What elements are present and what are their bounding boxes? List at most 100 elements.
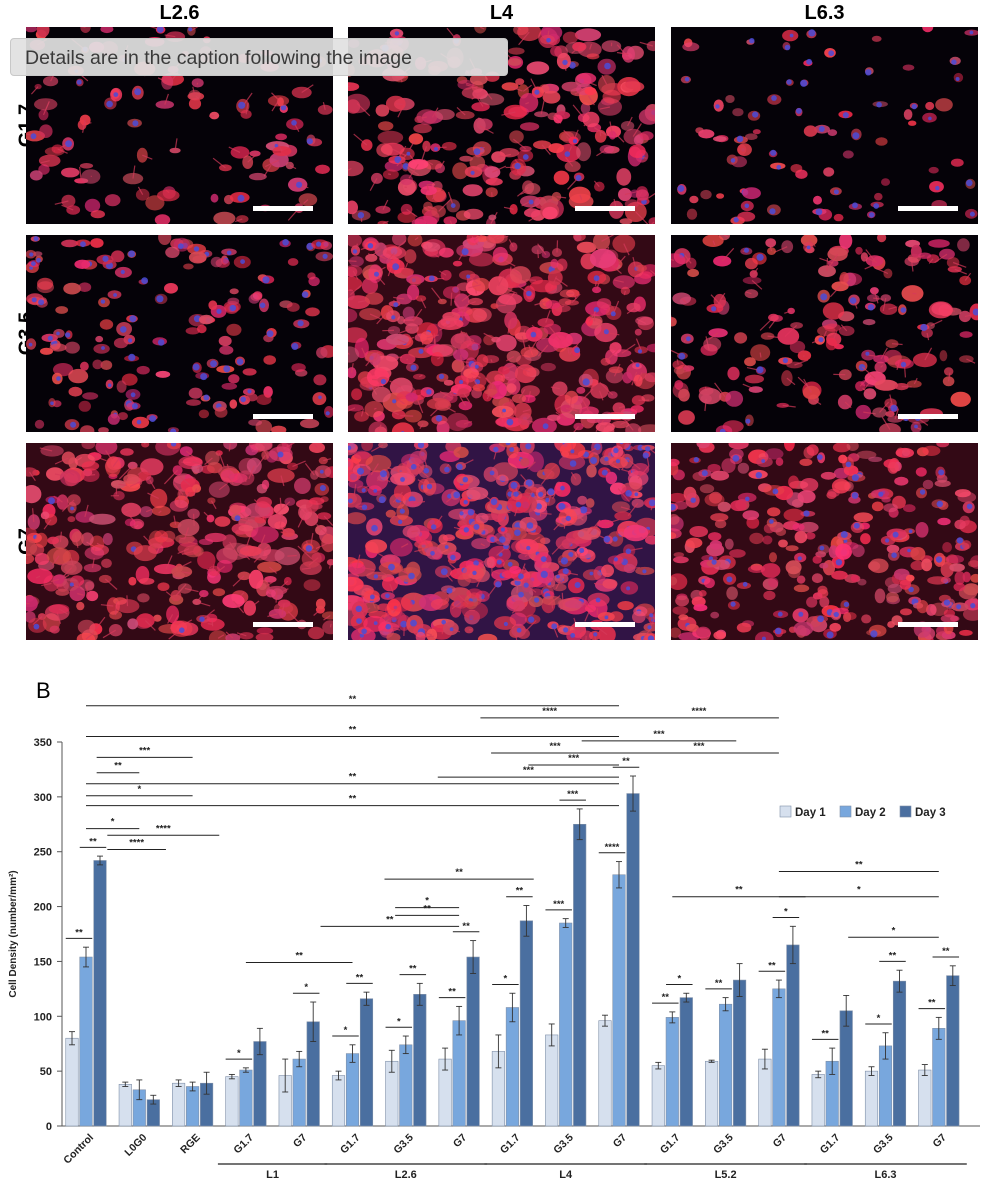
micrograph-G7-L6.3: [671, 443, 978, 640]
legend-label: Day 2: [855, 807, 886, 819]
x-tick-label: Control: [61, 1132, 96, 1167]
significance-label: **: [821, 1028, 829, 1039]
significance-label: *: [877, 1013, 881, 1024]
legend-swatch: [900, 806, 911, 817]
comparison-label: ***: [523, 765, 534, 776]
bar-day-3: [520, 921, 533, 1126]
comparison-label: **: [349, 772, 357, 783]
comparison-label: ****: [156, 823, 171, 834]
significance-label: **: [462, 921, 470, 932]
comparison-label: **: [735, 885, 743, 896]
x-tick-label: G7: [611, 1132, 630, 1151]
group-label: L5.2: [715, 1169, 737, 1180]
y-tick-label: 300: [34, 792, 52, 804]
x-tick-label: G1.7: [658, 1132, 683, 1157]
comparison-label: **: [386, 914, 394, 925]
x-tick-label: G3.5: [871, 1132, 896, 1157]
significance-label: *: [237, 1048, 241, 1059]
significance-label: **: [75, 927, 83, 938]
comparison-label: **: [349, 725, 357, 736]
comparison-label: ***: [693, 741, 704, 752]
significance-label: **: [409, 964, 417, 975]
column-label: L2.6: [20, 2, 340, 25]
micrograph-G7-L4: [348, 443, 655, 640]
scale-bar: [253, 414, 313, 419]
legend-swatch: [780, 806, 791, 817]
group-label: L2.6: [395, 1169, 417, 1180]
group-label: L1: [266, 1169, 279, 1180]
comparison-label: **: [455, 867, 463, 878]
bar-day-1: [172, 1083, 185, 1126]
x-tick-label: G1.7: [338, 1132, 363, 1157]
scale-bar: [898, 414, 958, 419]
significance-label: **: [889, 950, 897, 961]
group-label: L4: [559, 1169, 573, 1180]
significance-label: *: [344, 1025, 348, 1036]
x-tick-label: G7: [771, 1132, 790, 1151]
comparison-label: ****: [129, 838, 144, 849]
y-tick-label: 100: [34, 1011, 52, 1023]
y-tick-label: 50: [40, 1066, 52, 1078]
bar-day-1: [119, 1084, 132, 1126]
bar-day-2: [400, 1045, 413, 1126]
bar-day-3: [947, 976, 960, 1126]
bar-day-3: [893, 981, 906, 1126]
significance-label: *: [504, 973, 508, 984]
comparison-label: **: [855, 859, 863, 870]
significance-label: **: [89, 836, 97, 847]
significance-label: *: [397, 1016, 401, 1027]
bar-day-3: [94, 860, 107, 1126]
bar-day-1: [919, 1070, 932, 1126]
significance-label: **: [516, 886, 524, 897]
bar-day-2: [453, 1021, 466, 1126]
comparison-label: *: [137, 784, 141, 795]
x-tick-label: G7: [931, 1132, 950, 1151]
bar-day-1: [652, 1066, 665, 1126]
micrograph-G3.5-L4: [348, 235, 655, 432]
bar-day-2: [293, 1059, 306, 1126]
micrograph-G3.5-L6.3: [671, 235, 978, 432]
bar-day-2: [719, 1004, 732, 1126]
comparison-label: ***: [549, 741, 560, 752]
comparison-label: ***: [568, 753, 579, 764]
bar-day-3: [787, 945, 800, 1126]
significance-label: **: [715, 978, 723, 989]
significance-label: ***: [553, 899, 564, 910]
significance-label: **: [622, 756, 630, 767]
bar-day-3: [840, 1011, 853, 1126]
micrograph-G3.5-L2.6: [26, 235, 333, 432]
micrograph-G1.7-L6.3: [671, 27, 978, 224]
comparison-label: ****: [692, 706, 707, 717]
x-tick-label: G3.5: [711, 1132, 736, 1157]
column-label: L4: [342, 2, 662, 25]
significance-label: *: [304, 982, 308, 993]
caption-tooltip: Details are in the caption following the…: [10, 38, 508, 76]
scale-bar: [898, 622, 958, 627]
micrograph-G7-L2.6: [26, 443, 333, 640]
legend-swatch: [840, 806, 851, 817]
bar-day-3: [414, 994, 427, 1126]
bar-day-2: [346, 1054, 359, 1126]
scale-bar: [575, 414, 635, 419]
bar-day-3: [627, 794, 640, 1126]
significance-label: *: [677, 973, 681, 984]
bar-day-2: [666, 1017, 679, 1126]
bar-day-2: [559, 923, 572, 1126]
scale-bar: [898, 206, 958, 211]
comparison-label: *: [892, 925, 896, 936]
x-tick-label: G1.7: [498, 1132, 523, 1157]
bar-day-1: [545, 1035, 558, 1126]
bar-day-3: [360, 999, 373, 1126]
bar-day-1: [865, 1071, 878, 1126]
legend-label: Day 1: [795, 807, 826, 819]
scale-bar: [253, 206, 313, 211]
bar-day-3: [467, 957, 480, 1126]
y-tick-label: 150: [34, 956, 52, 968]
comparison-label: **: [114, 761, 122, 772]
significance-label: **: [768, 960, 776, 971]
x-tick-label: G3.5: [391, 1132, 416, 1157]
x-tick-label: G3.5: [551, 1132, 576, 1157]
